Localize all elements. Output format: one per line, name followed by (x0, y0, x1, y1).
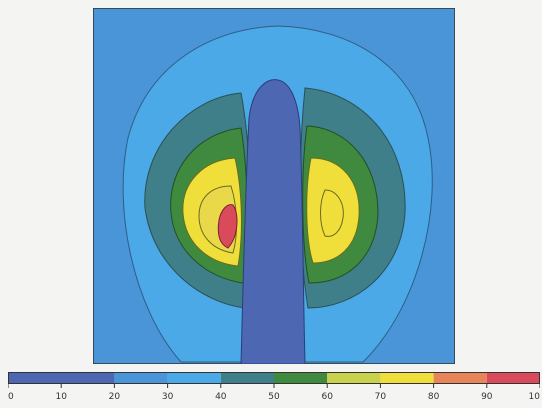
colorbar-tick-label: 30 (162, 392, 174, 402)
colorbar-tick-label: 50 (268, 392, 280, 402)
colorbar-band (114, 372, 168, 384)
colorbar-band (167, 372, 221, 384)
colorbar: 0 10 20 30 40 50 60 70 80 90 10 (8, 372, 540, 402)
colorbar-band (8, 372, 115, 384)
contour-central-column (240, 79, 306, 364)
colorbar-tick-label: 90 (481, 392, 493, 402)
contour-left-peak (217, 204, 238, 249)
colorbar-band (486, 372, 540, 384)
colorbar-tick-label: 80 (428, 392, 440, 402)
colorbar-ticks: 0 10 20 30 40 50 60 70 80 90 10 (8, 384, 540, 402)
colorbar-band (327, 372, 381, 384)
colorbar-tick-label: 10 (55, 392, 67, 402)
colorbar-bands (8, 372, 540, 384)
contour-plot (93, 8, 455, 364)
colorbar-tick-label: 40 (215, 392, 227, 402)
colorbar-tick-label: 20 (109, 392, 121, 402)
contour-right-peak (320, 189, 344, 237)
colorbar-tick-label: 70 (375, 392, 387, 402)
colorbar-tick-label: 10 (529, 392, 540, 402)
colorbar-band (274, 372, 328, 384)
colorbar-tick-label: 60 (321, 392, 333, 402)
colorbar-band (380, 372, 434, 384)
colorbar-band (220, 372, 274, 384)
colorbar-tick-label: 0 (8, 392, 14, 402)
colorbar-band (433, 372, 487, 384)
colorbar-outline (8, 372, 540, 384)
